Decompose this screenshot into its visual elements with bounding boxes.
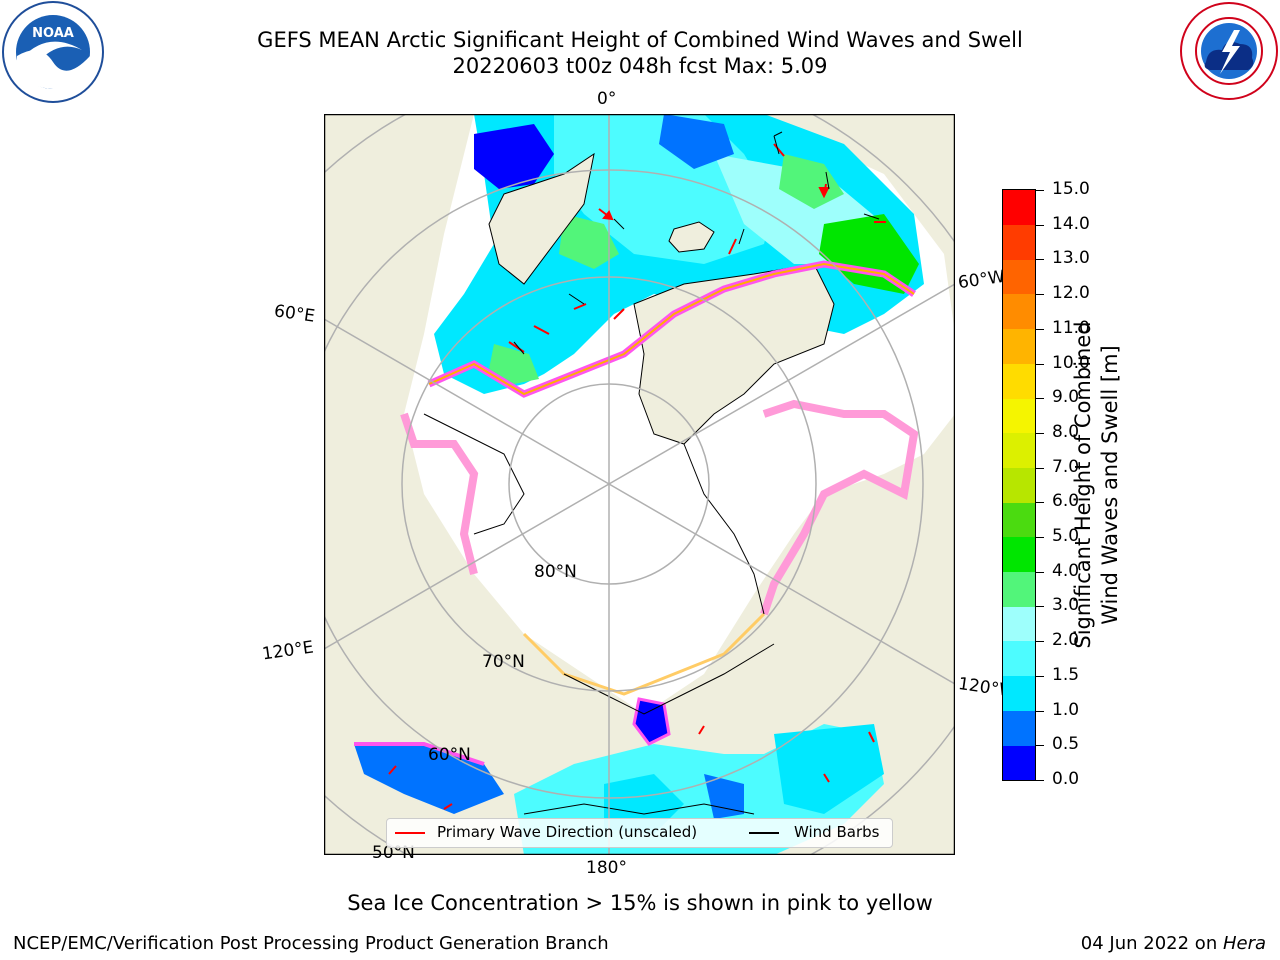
colorbar-tick-label: 1.5 [1052,664,1080,685]
graticule [324,114,955,855]
footer-branch: NCEP/EMC/Verification Post Processing Pr… [13,933,609,954]
colorbar-segment [1003,294,1035,330]
colorbar-tick [1035,190,1044,191]
colorbar-tick [1035,467,1044,469]
colorbar-segment [1003,363,1035,399]
map-frame [324,114,955,855]
wind-barb-legend-swatch [749,832,779,834]
colorbar-tick-label: 4.0 [1052,560,1080,581]
colorbar-tick [1035,224,1044,226]
wind-barbs [513,131,880,355]
colorbar-tick-label: 15.0 [1052,179,1090,199]
lat-label-60n: 60°N [428,745,471,765]
colorbar-tick [1035,745,1044,747]
colorbar-segment [1003,259,1035,295]
colorbar-segment [1003,502,1035,538]
noaa-logo: NOAA [2,1,104,103]
colorbar-tick [1035,259,1044,261]
lon-label-180: 180° [586,858,627,878]
colorbar-tick [1035,780,1044,781]
colorbar-tick-label: 7.0 [1052,456,1080,477]
colorbar-tick [1035,537,1044,539]
colorbar-label: Significant Height of Combined Wind Wave… [1070,275,1130,695]
footer-date: 04 Jun 2022 on Hera [1081,933,1266,954]
svg-text:NOAA: NOAA [32,26,74,41]
colorbar-segment [1003,745,1035,781]
lat-label-70n: 70°N [482,652,525,672]
lat-label-80n: 80°N [534,562,577,582]
colorbar-segment [1003,641,1035,677]
colorbar-tick-label: 9.0 [1052,387,1080,408]
colorbar-segment [1003,432,1035,468]
colorbar-segment [1003,190,1035,225]
colorbar-tick-label: 0.0 [1052,769,1080,789]
colorbar-tick [1035,571,1044,573]
footer-date-text: 04 Jun 2022 on [1080,933,1223,954]
baltic-low-waves [474,124,554,189]
colorbar-tick-label: 3.0 [1052,595,1080,616]
colorbar-tick-label: 14.0 [1052,213,1090,234]
sea-ice-note: Sea Ice Concentration > 15% is shown in … [347,891,933,915]
lon-label-0: 0° [597,89,617,109]
colorbar-tick [1035,328,1044,330]
arctic-polar-map [324,114,955,855]
colorbar-tick-label: 13.0 [1052,248,1090,269]
colorbar-tick-label: 6.0 [1052,491,1080,512]
colorbar-label-line2: Wind Waves and Swell [m] [1098,345,1122,625]
colorbar-tick-label: 12.0 [1052,283,1090,304]
colorbar-tick [1035,502,1044,504]
colorbar-segment [1003,537,1035,573]
lon-label-60e: 60°E [272,301,317,327]
colorbar-segment [1003,467,1035,503]
colorbar-label-line1: Significant Height of Combined [1071,321,1095,649]
colorbar-segment [1003,606,1035,642]
lon-label-60w: 60°W [956,266,1007,294]
colorbar-tick-label: 2.0 [1052,630,1080,651]
wave-direction-legend-swatch [395,832,425,834]
colorbar-tick-label: 0.5 [1052,734,1080,755]
colorbar-tick-label: 11.0 [1052,317,1090,338]
colorbar-segment [1003,224,1035,260]
wave-direction-arrows [388,143,886,810]
colorbar-tick [1035,606,1044,608]
iceland [668,221,715,253]
colorbar-segment [1003,398,1035,434]
footer-host: Hera [1222,933,1266,954]
map-title: GEFS MEAN Arctic Significant Height of C… [257,28,1023,52]
colorbar-segment [1003,710,1035,746]
colorbar-tick [1035,432,1044,434]
colorbar [1002,189,1036,781]
colorbar-tick [1035,641,1044,643]
colorbar-tick-label: 8.0 [1052,421,1080,442]
colorbar-tick-label: 1.0 [1052,699,1080,720]
colorbar-tick [1035,294,1044,296]
colorbar-tick-label: 5.0 [1052,526,1080,547]
lat-label-50n: 50°N [372,843,415,863]
colorbar-tick [1035,710,1044,712]
colorbar-tick [1035,675,1044,677]
colorbar-tick [1035,363,1044,365]
map-legend: Primary Wave Direction (unscaled) Wind B… [386,818,893,848]
colorbar-segment [1003,571,1035,607]
wave-direction-legend-label: Primary Wave Direction (unscaled) [437,823,698,841]
national-weather-service-logo [1180,2,1278,100]
colorbar-tick [1035,398,1044,400]
colorbar-segment [1003,328,1035,364]
wind-barb-legend-label: Wind Barbs [794,823,880,841]
colorbar-tick-label: 10.0 [1052,352,1090,373]
lon-label-120e: 120°E [260,637,315,665]
colorbar-segment [1003,675,1035,711]
map-subtitle-forecast: 20220603 t00z 048h fcst Max: 5.09 [452,54,828,78]
scandinavia [488,152,595,285]
